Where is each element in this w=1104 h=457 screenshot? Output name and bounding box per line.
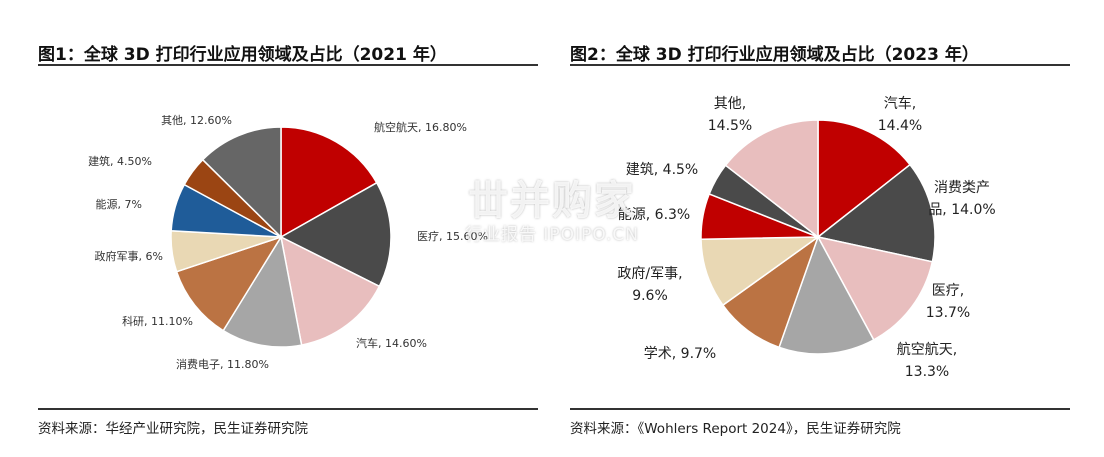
title-divider xyxy=(38,64,538,66)
pie-slice-9 xyxy=(201,126,282,239)
slice-label-3: 医疗, 13.7% xyxy=(926,283,970,321)
source-note-2023: 资料来源：《Wohlers Report 2024》，民生证券研究院 xyxy=(570,421,901,437)
pie-slice-5 xyxy=(175,235,283,332)
slice-label-6: 政府/军事, 9.6% xyxy=(617,266,682,304)
pie-slice-1 xyxy=(817,119,912,239)
source-divider xyxy=(38,408,538,410)
slice-label-2: 消费类产品, 14.0% xyxy=(928,180,995,218)
slice-label-8: 建筑, 4.5% xyxy=(626,162,698,178)
slice-label-7: 能源, 7% xyxy=(96,197,142,211)
slice-label-8: 建筑, 4.50% xyxy=(88,154,152,168)
pie-chart-2023: 汽车, 14.4% 消费类产品, 14.0% 医疗, 13.7% 航空航天, 13.3% 学术… xyxy=(617,95,995,380)
pie-slice-3 xyxy=(816,235,934,341)
slice-label-5: 学术, 9.7% xyxy=(644,346,716,362)
pie-slice-3 xyxy=(279,235,381,346)
pie-chart-2021: 航空航天, 16.80% 医疗, 15.60% 汽车, 14.60% 消费电子, 11… xyxy=(88,114,488,371)
slice-label-9: 其他, 14.5% xyxy=(708,96,752,134)
pie-slice-4 xyxy=(778,235,875,355)
slice-label-1: 航空航天, 16.80% xyxy=(374,120,467,134)
pie-slice-2 xyxy=(816,163,936,263)
chart-panel-2021: 图1：全球 3D 打印行业应用领域及占比（2021 年） 航空航天, 16.80… xyxy=(38,0,538,457)
slice-label-6: 政府军事, 6% xyxy=(95,249,163,263)
slice-label-4: 消费电子, 11.80% xyxy=(176,357,269,371)
chart-title-2021: 图1：全球 3D 打印行业应用领域及占比（2021 年） xyxy=(38,45,447,65)
source-note-2021: 资料来源：华经产业研究院，民生证券研究院 xyxy=(38,421,308,437)
slice-label-5: 科研, 11.10% xyxy=(122,314,193,328)
slice-label-9: 其他, 12.60% xyxy=(161,114,232,127)
slice-label-4: 航空航天, 13.3% xyxy=(897,342,957,380)
pie-slice-1 xyxy=(280,126,378,239)
source-divider xyxy=(570,408,1070,410)
slice-label-3: 汽车, 14.60% xyxy=(356,336,427,350)
pie-slice-4 xyxy=(222,234,303,348)
chart-panel-2023: 图2：全球 3D 打印行业应用领域及占比（2023 年） 汽车, 14.4% 消费类… xyxy=(570,0,1070,457)
title-divider xyxy=(570,64,1070,66)
slice-label-1: 汽车, 14.4% xyxy=(878,95,922,134)
pie-slice-9 xyxy=(724,119,819,239)
slice-label-2: 医疗, 15.60% xyxy=(417,229,488,243)
slice-label-7: 能源, 6.3% xyxy=(618,207,690,223)
pie-slice-2 xyxy=(279,181,392,288)
chart-title-2023: 图2：全球 3D 打印行业应用领域及占比（2023 年） xyxy=(570,45,979,65)
